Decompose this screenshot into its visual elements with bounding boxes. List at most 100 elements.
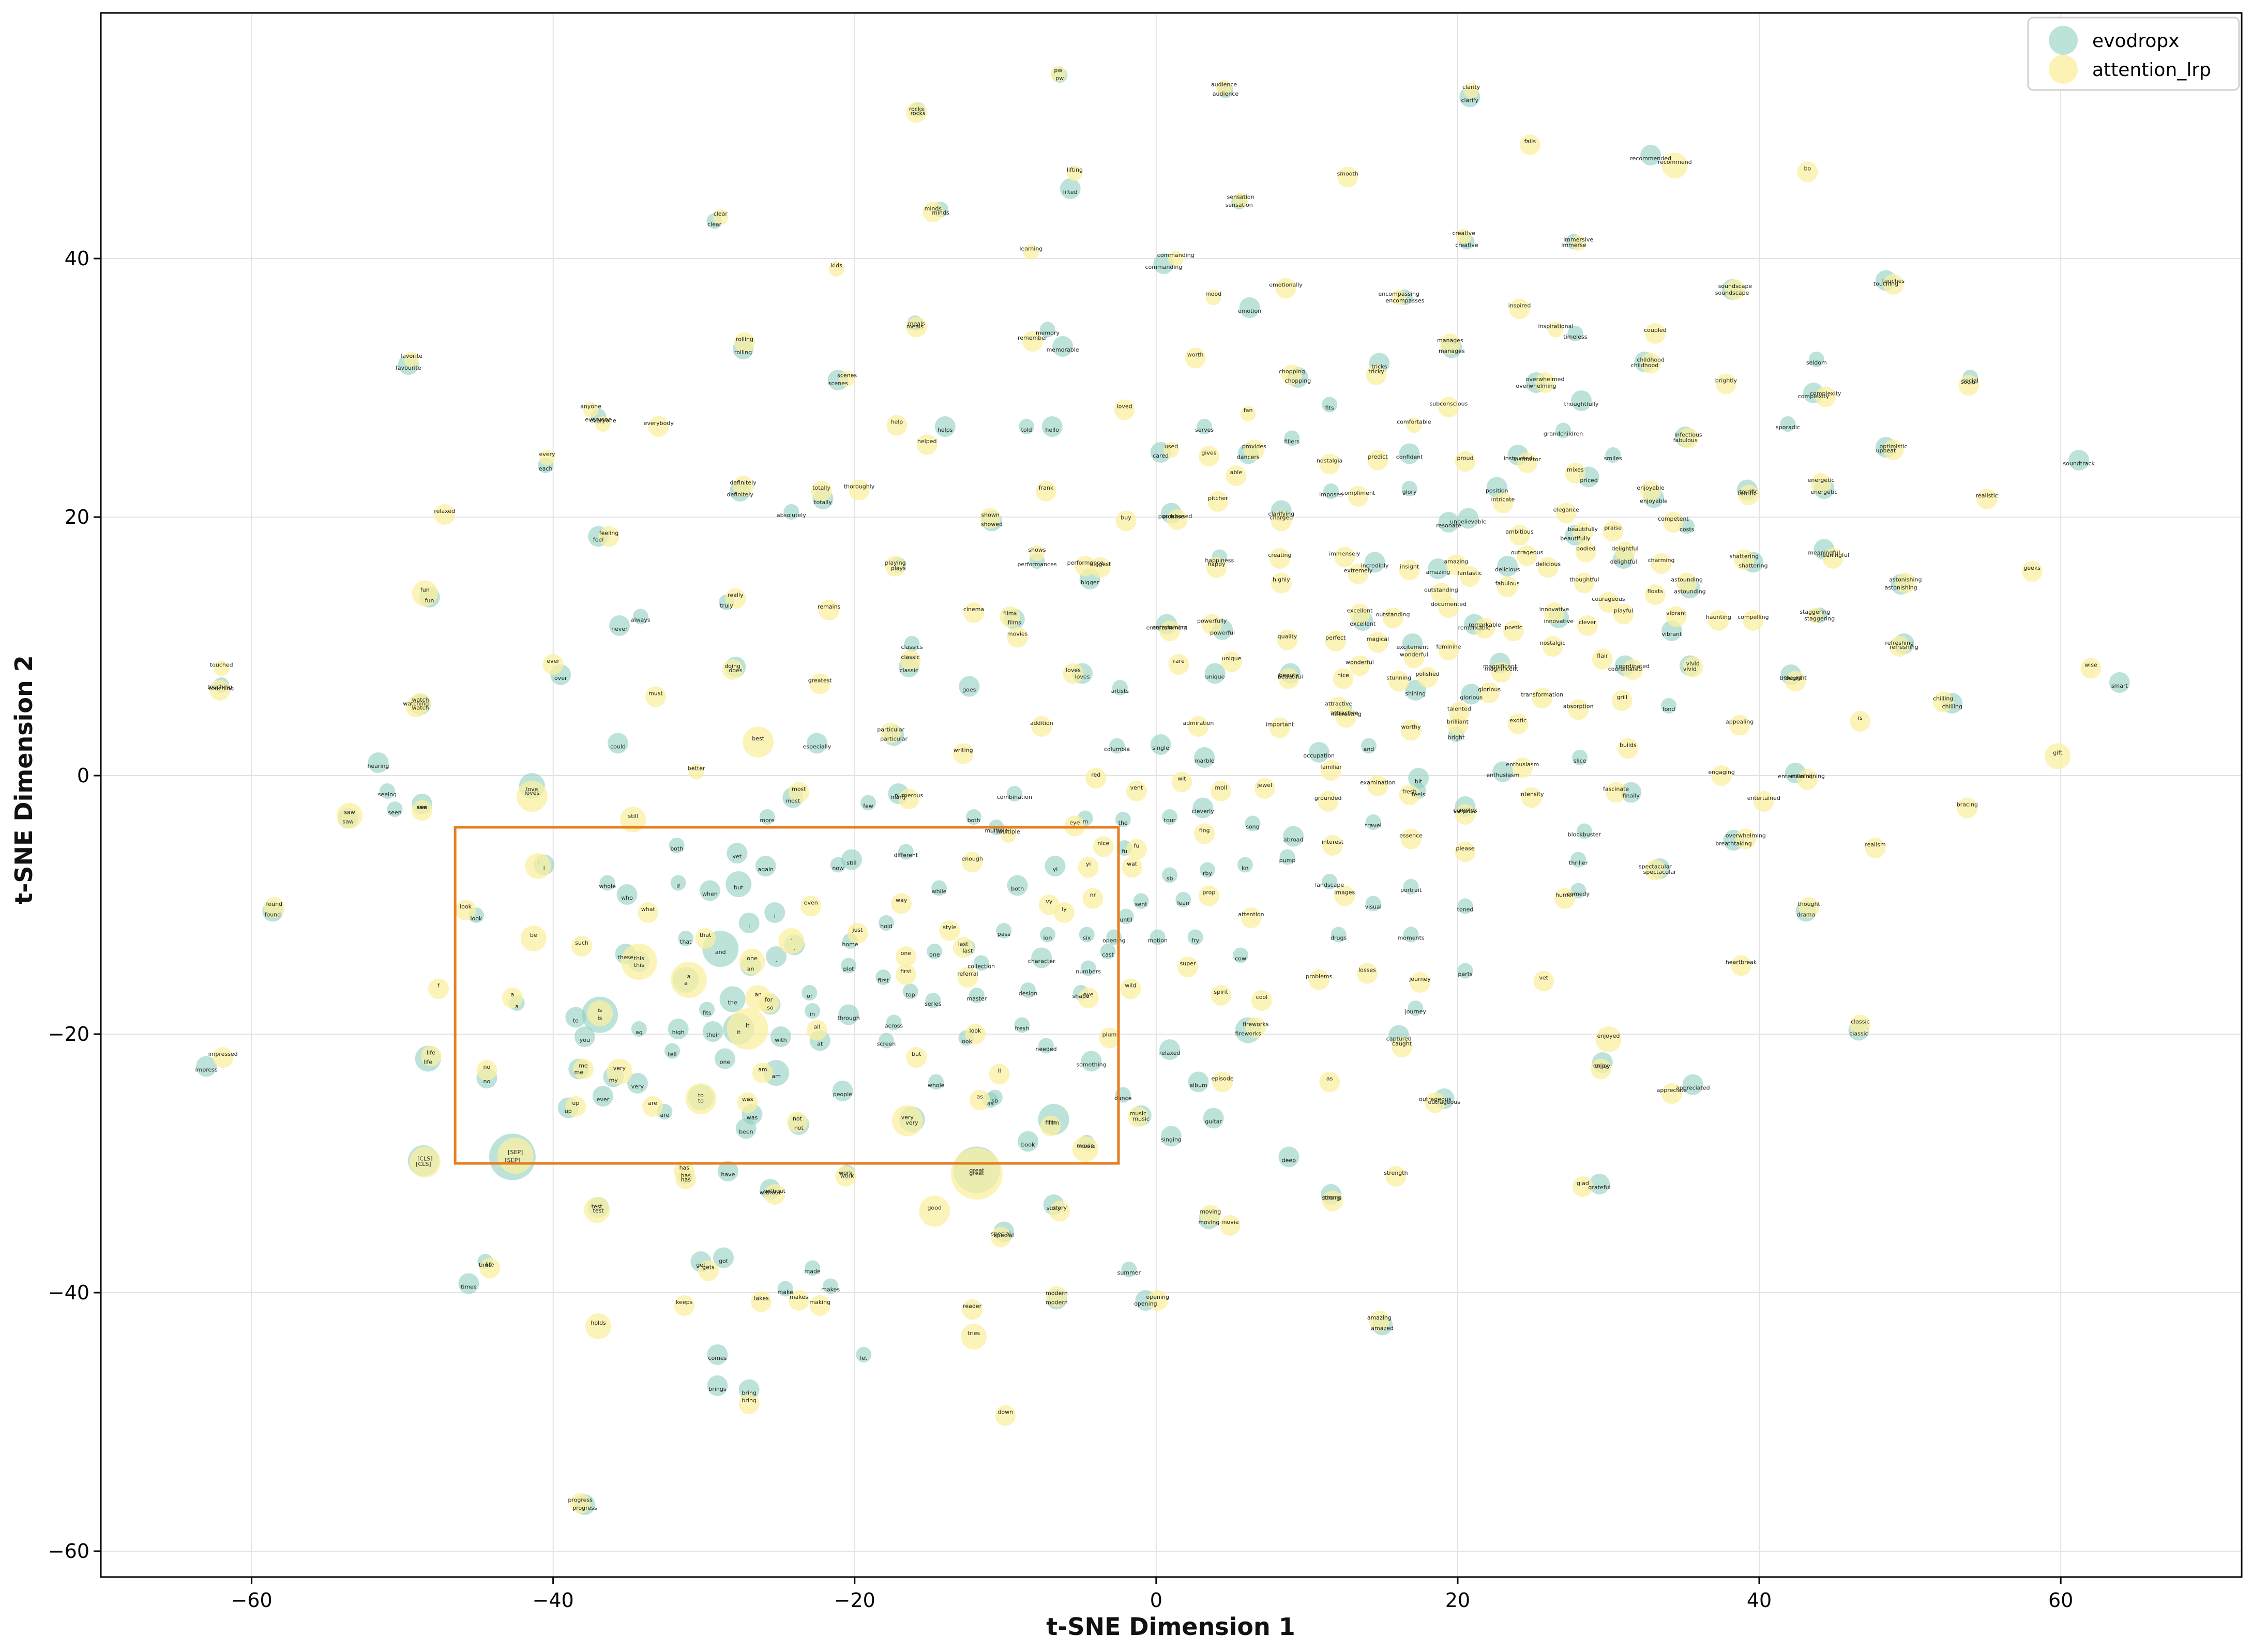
point-label: instructor — [1513, 456, 1541, 463]
point-label: most — [785, 798, 800, 805]
point-attention_lrp — [1333, 668, 1354, 689]
point-attention_lrp — [1205, 290, 1221, 305]
point-attention_lrp — [1865, 838, 1886, 858]
point-label: surprise — [1454, 808, 1477, 814]
point-label: absorption — [1563, 703, 1594, 710]
point-attention_lrp — [739, 949, 765, 975]
point-label: it — [737, 1029, 741, 1036]
point-evodropx — [1284, 430, 1300, 446]
point-label: childhood — [1631, 362, 1659, 369]
point-label: down — [997, 1409, 1013, 1416]
y-tick-label: 0 — [77, 764, 89, 787]
point-label: shape — [1072, 993, 1089, 999]
point-attention_lrp — [1078, 857, 1099, 878]
point-evodropx — [759, 809, 775, 825]
point-label: saw — [344, 809, 355, 816]
point-label: have — [721, 1171, 735, 1178]
point-label: was — [742, 1096, 753, 1103]
point-label: charged — [1269, 514, 1293, 521]
point-label: such — [575, 939, 588, 946]
point-label: optimistic — [1880, 443, 1908, 450]
point-attention_lrp — [1120, 978, 1141, 999]
point-label: thoroughly — [844, 483, 875, 490]
point-label: and — [715, 949, 726, 956]
y-tick-label: −40 — [48, 1281, 89, 1304]
point-evodropx — [379, 783, 395, 799]
point-label: rocks — [909, 106, 924, 113]
point-attention_lrp — [1503, 620, 1524, 641]
point-label: visual — [1365, 904, 1382, 911]
point-attention_lrp — [1440, 334, 1461, 354]
point-attention_lrp — [1797, 161, 1818, 183]
point-label: elegance — [1553, 507, 1579, 513]
point-attention_lrp — [598, 526, 619, 547]
point-attention_lrp — [1275, 278, 1296, 299]
point-label: has — [681, 1176, 691, 1183]
point-attention_lrp — [835, 1166, 856, 1187]
point-evodropx — [1322, 874, 1338, 889]
point-label: excellent — [1350, 620, 1376, 627]
point-label: happiness — [1205, 557, 1234, 564]
point-evodropx — [1080, 960, 1096, 976]
point-label: terrific — [1740, 489, 1758, 495]
point-attention_lrp — [923, 202, 944, 222]
point-attention_lrp — [1644, 859, 1666, 881]
point-attention_lrp — [811, 481, 832, 502]
point-label: delicious — [1495, 566, 1520, 573]
point-label: brightly — [1715, 377, 1737, 384]
point-label: wit — [1177, 776, 1186, 782]
point-evodropx — [738, 1379, 760, 1400]
point-label: chopping — [1279, 368, 1305, 375]
point-attention_lrp — [1735, 828, 1756, 850]
point-label: memorable — [1047, 346, 1079, 353]
point-label: fry — [1191, 937, 1199, 944]
point-label: spectacular — [1643, 869, 1676, 875]
point-evodropx — [699, 1002, 715, 1018]
point-evodropx — [1118, 908, 1134, 924]
point-attention_lrp — [1219, 1215, 1241, 1236]
point-label: so — [767, 1005, 774, 1011]
point-label: better — [688, 765, 705, 772]
point-evodropx — [770, 1026, 791, 1047]
point-label: meals — [906, 323, 924, 330]
point-label: remains — [818, 603, 841, 610]
point-attention_lrp — [1382, 608, 1403, 628]
point-label: social — [1962, 377, 1978, 384]
point-label: performances — [1017, 561, 1056, 568]
point-evodropx — [1331, 927, 1347, 943]
point-label: cinema — [963, 606, 984, 613]
x-tick-label: 40 — [1747, 1589, 1772, 1612]
point-label: landscape — [1315, 882, 1344, 888]
point-attention_lrp — [1666, 606, 1687, 627]
point-attention_lrp — [1598, 592, 1619, 613]
point-attention_lrp — [1391, 290, 1407, 305]
point-label: coupled — [1644, 327, 1667, 334]
point-evodropx — [1159, 1039, 1181, 1060]
point-attention_lrp — [1198, 446, 1219, 467]
point-label: makes — [821, 1286, 840, 1293]
point-attention_lrp — [1321, 760, 1342, 781]
highlight-box — [454, 826, 1120, 1165]
point-label: marble — [1195, 757, 1215, 764]
point-label: learning — [1019, 246, 1042, 252]
point-label: sb — [1167, 875, 1173, 882]
point-label: timeless — [1563, 334, 1587, 340]
point-attention_lrp — [1211, 985, 1232, 1006]
point-label: [SEP] — [508, 1149, 523, 1156]
point-attention_lrp — [809, 1295, 830, 1316]
point-label: making — [809, 1299, 830, 1306]
point-evodropx — [1192, 797, 1214, 819]
point-label: poetic — [1505, 624, 1522, 631]
point-attention_lrp — [1572, 1176, 1593, 1197]
point-attention_lrp — [1676, 572, 1698, 594]
y-tick-label: −60 — [48, 1540, 89, 1563]
point-label: shattering — [1730, 553, 1759, 560]
point-attention_lrp — [1565, 463, 1586, 483]
point-evodropx — [1361, 738, 1377, 754]
point-label: work — [839, 1170, 853, 1176]
point-attention_lrp — [1640, 481, 1661, 502]
point-label: cool — [1256, 994, 1268, 1001]
point-label: watching — [403, 701, 429, 707]
point-label: opening — [1102, 937, 1125, 944]
point-attention_lrp — [1651, 553, 1672, 574]
